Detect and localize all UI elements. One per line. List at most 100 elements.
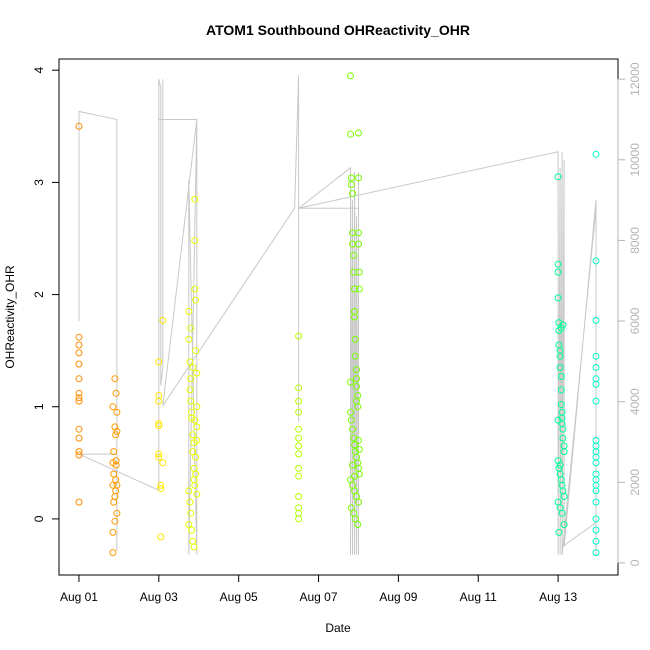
data-point bbox=[111, 423, 119, 431]
data-point bbox=[554, 416, 562, 424]
data-point bbox=[191, 195, 199, 203]
data-point bbox=[556, 461, 564, 469]
data-point bbox=[75, 434, 83, 442]
data-point bbox=[187, 397, 195, 405]
data-point bbox=[187, 375, 195, 383]
data-point bbox=[193, 369, 201, 377]
x-axis-label: Date bbox=[325, 621, 351, 635]
data-point bbox=[355, 268, 363, 276]
data-point bbox=[347, 174, 355, 182]
data-point bbox=[351, 335, 359, 343]
y-tick-label: 4 bbox=[32, 67, 46, 74]
data-point bbox=[112, 487, 120, 495]
data-point bbox=[349, 425, 356, 433]
data-point bbox=[351, 441, 358, 449]
x-tick-label: Aug 07 bbox=[300, 590, 338, 604]
data-point bbox=[592, 316, 600, 324]
y-axis-label: OHReactivity_OHR bbox=[3, 265, 17, 369]
data-point bbox=[295, 425, 303, 433]
data-point bbox=[592, 364, 600, 371]
points-layer bbox=[75, 72, 600, 557]
data-point bbox=[191, 416, 199, 424]
data-point bbox=[191, 481, 199, 489]
data-point bbox=[347, 416, 355, 424]
data-point bbox=[351, 472, 358, 480]
data-point bbox=[155, 450, 163, 458]
data-point bbox=[592, 459, 600, 467]
data-point bbox=[155, 453, 163, 461]
data-point bbox=[187, 509, 195, 517]
data-point bbox=[557, 476, 565, 484]
data-point bbox=[295, 408, 303, 416]
data-point bbox=[192, 453, 200, 461]
right-tick-label: 10000 bbox=[628, 143, 642, 177]
data-point bbox=[559, 321, 567, 329]
data-point bbox=[191, 237, 199, 245]
data-point bbox=[75, 389, 83, 397]
data-point bbox=[192, 347, 200, 355]
plot-frame bbox=[58, 58, 619, 576]
data-point bbox=[189, 364, 197, 371]
data-point bbox=[554, 268, 562, 276]
data-point bbox=[75, 448, 83, 456]
right-tick-label: 0 bbox=[628, 559, 642, 566]
data-point bbox=[75, 349, 83, 357]
data-point bbox=[113, 408, 121, 416]
data-point bbox=[560, 521, 568, 528]
data-point bbox=[186, 358, 194, 366]
data-point bbox=[351, 313, 358, 321]
data-point bbox=[189, 537, 197, 545]
chart-title: ATOM1 Southbound OHReactivity_OHR bbox=[206, 22, 470, 38]
data-point bbox=[157, 533, 165, 541]
data-point bbox=[555, 319, 563, 327]
data-point bbox=[189, 431, 197, 439]
data-point bbox=[111, 375, 119, 383]
data-point bbox=[351, 285, 358, 293]
data-point bbox=[554, 260, 562, 268]
data-point bbox=[295, 472, 303, 480]
data-point bbox=[185, 487, 193, 495]
data-point bbox=[347, 378, 354, 386]
right-tick-label: 12000 bbox=[628, 62, 642, 96]
data-point bbox=[347, 504, 355, 512]
right-tick-label: 6000 bbox=[628, 307, 642, 334]
right-tick-label: 2000 bbox=[628, 469, 642, 496]
data-point bbox=[191, 285, 199, 293]
data-point bbox=[592, 397, 600, 405]
data-point bbox=[193, 423, 201, 431]
data-point bbox=[351, 352, 359, 360]
data-point bbox=[159, 316, 167, 324]
data-point bbox=[560, 493, 568, 500]
x-tick-label: Aug 09 bbox=[379, 590, 417, 604]
data-point bbox=[355, 285, 363, 293]
data-point bbox=[295, 464, 303, 472]
data-point bbox=[560, 448, 568, 456]
data-point bbox=[109, 528, 117, 536]
y-tick-label: 2 bbox=[32, 291, 46, 298]
data-point bbox=[75, 397, 83, 405]
x-axis: Aug 01 Aug 03 Aug 05 Aug 07 Aug 09 Aug 11 Aug … bbox=[60, 574, 577, 604]
data-point bbox=[159, 459, 167, 467]
data-point bbox=[555, 327, 563, 334]
data-point bbox=[295, 493, 303, 500]
data-point bbox=[592, 526, 600, 534]
data-point bbox=[190, 476, 198, 484]
data-point bbox=[349, 190, 356, 198]
x-tick-label: Aug 05 bbox=[220, 590, 258, 604]
data-point bbox=[112, 461, 120, 469]
data-point bbox=[75, 425, 83, 433]
right-tick-label: 4000 bbox=[628, 388, 642, 415]
y-axis: 0 1 2 3 4 bbox=[32, 67, 60, 522]
data-point bbox=[355, 498, 362, 506]
data-point bbox=[592, 481, 600, 489]
data-point bbox=[554, 173, 562, 181]
data-point bbox=[155, 422, 163, 430]
data-point bbox=[557, 373, 565, 380]
y-tick-label: 3 bbox=[32, 179, 46, 186]
y-tick-label: 1 bbox=[32, 403, 46, 410]
right-tick-label: 8000 bbox=[628, 227, 642, 254]
data-point bbox=[155, 420, 163, 428]
data-point bbox=[347, 408, 354, 416]
data-point bbox=[75, 333, 83, 341]
data-point bbox=[192, 296, 200, 304]
